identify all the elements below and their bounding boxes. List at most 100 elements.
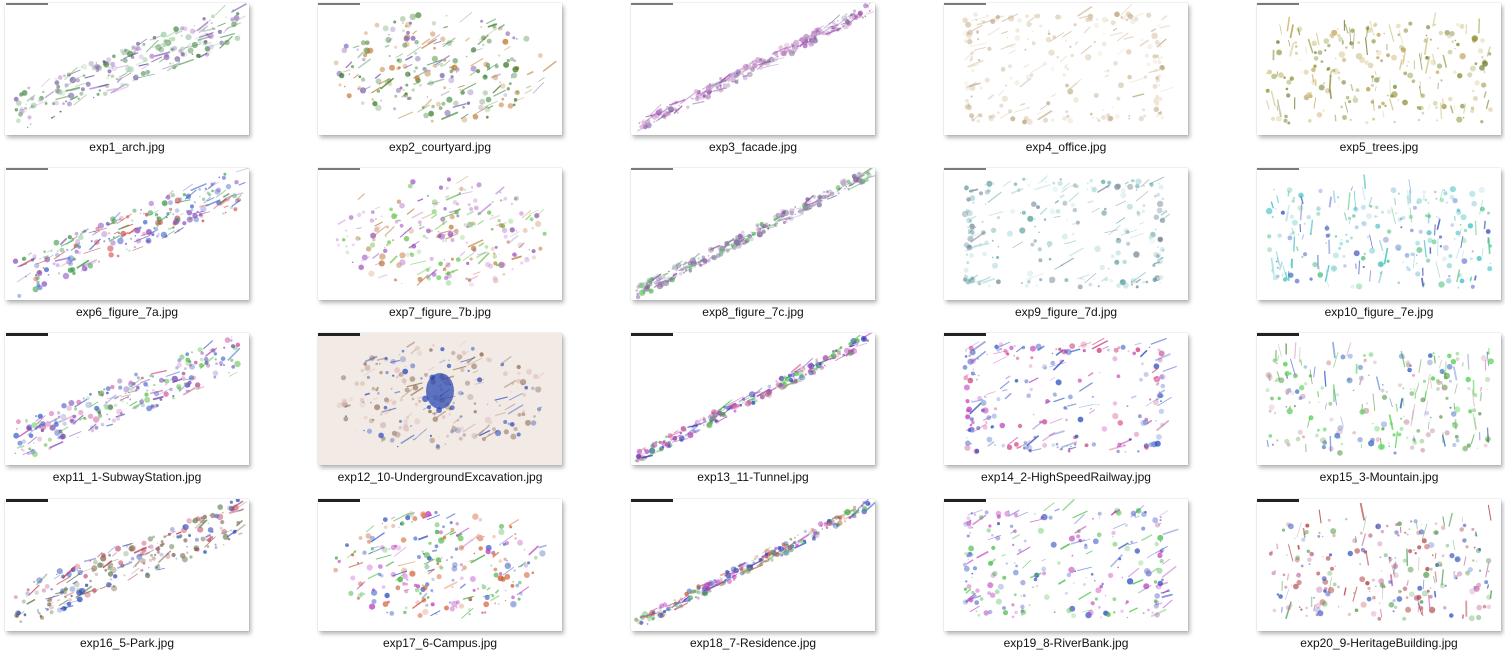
scale-bar xyxy=(318,333,360,336)
file-tile[interactable]: exp9_figure_7d.jpg xyxy=(939,165,1219,325)
file-tile[interactable]: exp5_trees.jpg xyxy=(1252,0,1505,160)
thumbnail-image[interactable] xyxy=(631,333,875,465)
thumbnail-image[interactable] xyxy=(1257,3,1501,135)
thumbnail-image[interactable] xyxy=(1257,168,1501,300)
point-cloud-render xyxy=(333,510,547,619)
file-tile[interactable]: exp19_8-RiverBank.jpg xyxy=(939,496,1219,656)
scale-bar xyxy=(944,168,986,170)
file-name-label: exp18_7-Residence.jpg xyxy=(689,636,817,650)
scale-bar xyxy=(318,499,360,502)
thumbnail-image[interactable] xyxy=(318,499,562,631)
thumbnail-image[interactable] xyxy=(1257,499,1501,631)
point-cloud-render xyxy=(961,174,1171,290)
point-cloud-render xyxy=(634,333,873,463)
file-tile[interactable]: exp3_facade.jpg xyxy=(626,0,906,160)
thumbnail-preview xyxy=(335,175,547,287)
file-name-label: exp16_5-Park.jpg xyxy=(79,636,175,650)
point-cloud-render xyxy=(1266,174,1493,290)
file-tile[interactable]: exp11_1-SubwayStation.jpg xyxy=(0,330,280,490)
point-cloud-render xyxy=(1265,12,1493,125)
thumbnail-image[interactable] xyxy=(5,499,249,631)
file-tile[interactable]: exp1_arch.jpg xyxy=(0,0,280,160)
thumbnail-image[interactable] xyxy=(318,3,562,135)
thumbnail-preview xyxy=(636,3,875,132)
thumbnail-preview xyxy=(634,499,875,625)
thumbnail-image[interactable] xyxy=(944,333,1188,465)
scale-bar xyxy=(318,3,360,5)
file-name-label: exp11_1-SubwayStation.jpg xyxy=(52,470,202,484)
file-name-label: exp1_arch.jpg xyxy=(89,140,165,154)
thumbnail-image[interactable] xyxy=(944,499,1188,631)
point-cloud-render xyxy=(1268,502,1493,622)
file-tile[interactable]: exp15_3-Mountain.jpg xyxy=(1252,330,1505,490)
point-cloud-render xyxy=(962,3,1174,125)
thumbnail-preview xyxy=(13,336,241,458)
scale-bar xyxy=(318,168,360,170)
file-tile[interactable]: exp12_10-UndergroundExcavation.jpg xyxy=(313,330,593,490)
file-name-label: exp4_office.jpg xyxy=(1025,140,1107,154)
point-cloud-render xyxy=(335,175,547,287)
thumbnail-image[interactable] xyxy=(944,168,1188,300)
file-name-label: exp20_9-HeritageBuilding.jpg xyxy=(1300,636,1458,650)
file-tile[interactable]: exp6_figure_7a.jpg xyxy=(0,165,280,325)
file-tile[interactable]: exp13_11-Tunnel.jpg xyxy=(626,330,906,490)
scale-bar xyxy=(6,333,48,336)
scale-bar xyxy=(631,168,673,170)
thumbnail-image[interactable] xyxy=(5,168,249,300)
point-cloud-render xyxy=(962,499,1179,619)
scale-bar xyxy=(944,499,986,502)
scale-bar xyxy=(1257,168,1299,170)
thumbnail-preview xyxy=(962,337,1178,455)
thumbnail-image[interactable] xyxy=(631,3,875,135)
file-tile[interactable]: exp8_figure_7c.jpg xyxy=(626,165,906,325)
file-name-label: exp13_11-Tunnel.jpg xyxy=(697,470,809,484)
scale-bar xyxy=(631,333,673,336)
point-cloud-render xyxy=(13,336,241,458)
file-name-label: exp5_trees.jpg xyxy=(1339,140,1419,154)
file-tile[interactable]: exp16_5-Park.jpg xyxy=(0,496,280,656)
file-name-label: exp6_figure_7a.jpg xyxy=(75,305,179,319)
scale-bar xyxy=(6,168,48,170)
thumbnail-preview xyxy=(1265,12,1493,125)
file-name-label: exp19_8-RiverBank.jpg xyxy=(1003,636,1129,650)
thumbnail-image[interactable] xyxy=(631,499,875,631)
thumbnail-image[interactable] xyxy=(5,3,249,135)
point-cloud-render xyxy=(1265,341,1494,456)
file-name-label: exp2_courtyard.jpg xyxy=(388,140,492,154)
thumbnail-preview xyxy=(333,11,557,123)
thumbnail-preview xyxy=(635,168,875,300)
point-cloud-render xyxy=(13,499,247,623)
file-tile[interactable]: exp4_office.jpg xyxy=(939,0,1219,160)
thumbnail-preview xyxy=(333,510,547,619)
file-name-label: exp8_figure_7c.jpg xyxy=(702,305,804,319)
file-tile[interactable]: exp2_courtyard.jpg xyxy=(313,0,593,160)
scale-bar xyxy=(1257,333,1299,336)
thumbnail-preview xyxy=(1268,502,1493,622)
thumbnail-preview xyxy=(1265,341,1494,456)
thumbnail-image[interactable] xyxy=(944,3,1188,135)
file-tile[interactable]: exp7_figure_7b.jpg xyxy=(313,165,593,325)
point-cloud-render xyxy=(635,168,875,300)
file-tile[interactable]: exp18_7-Residence.jpg xyxy=(626,496,906,656)
thumbnail-image[interactable] xyxy=(5,333,249,465)
thumbnail-image[interactable] xyxy=(631,168,875,300)
point-cloud-render xyxy=(636,3,875,132)
thumbnail-preview xyxy=(13,499,247,623)
file-tile[interactable]: exp20_9-HeritageBuilding.jpg xyxy=(1252,496,1505,656)
file-name-label: exp12_10-UndergroundExcavation.jpg xyxy=(337,470,543,484)
point-cloud-render xyxy=(13,3,247,129)
thumbnail-preview xyxy=(1266,174,1493,290)
thumbnail-image[interactable] xyxy=(318,333,562,465)
point-cloud-render xyxy=(962,337,1178,455)
file-tile[interactable]: exp17_6-Campus.jpg xyxy=(313,496,593,656)
thumbnail-image[interactable] xyxy=(318,168,562,300)
file-tile[interactable]: exp14_2-HighSpeedRailway.jpg xyxy=(939,330,1219,490)
thumbnail-preview xyxy=(962,499,1179,619)
point-cloud-render xyxy=(634,499,875,625)
file-tile[interactable]: exp10_figure_7e.jpg xyxy=(1252,165,1505,325)
thumbnail-image[interactable] xyxy=(1257,333,1501,465)
thumbnail-preview xyxy=(318,333,562,465)
scale-bar xyxy=(631,3,673,5)
thumbnail-preview xyxy=(961,174,1171,290)
